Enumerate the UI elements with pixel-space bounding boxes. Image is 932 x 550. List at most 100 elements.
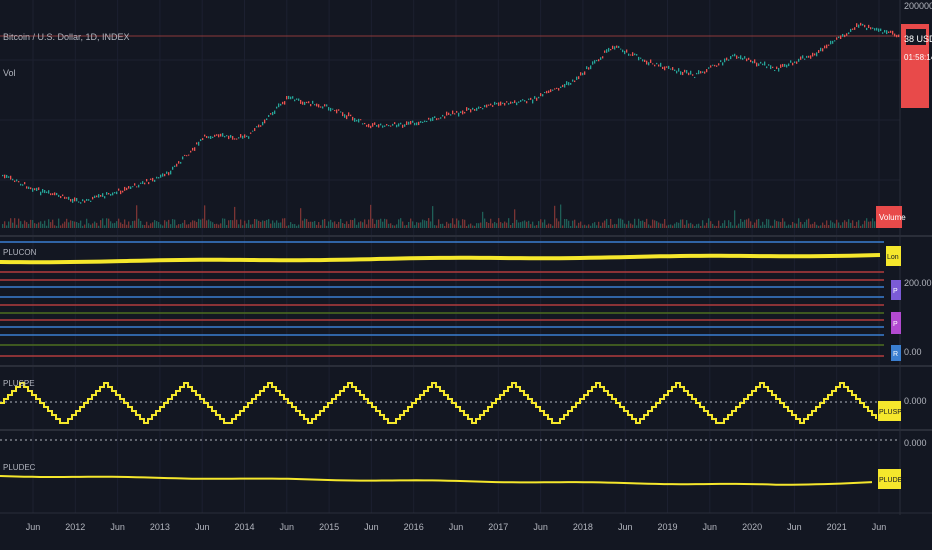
volume-bar (522, 221, 524, 228)
volume-bar (360, 221, 362, 228)
candle (332, 108, 334, 110)
volume-bar (538, 221, 540, 228)
candle (746, 58, 748, 62)
volume-bar (830, 220, 832, 228)
volume-bar (732, 225, 734, 228)
candle (60, 196, 62, 199)
volume-bar (448, 223, 450, 228)
volume-bar (800, 221, 802, 228)
candle (350, 114, 352, 117)
plucon-pane[interactable]: PLUCON Lon P P R 200.00 0.00 (0, 241, 932, 361)
candle (600, 57, 602, 60)
volume-bar (656, 221, 658, 228)
volume-bar (428, 218, 430, 228)
volume-bar (796, 223, 798, 228)
volume-bar (288, 225, 290, 228)
candle (710, 65, 712, 68)
plucon-r-badge-label: R (893, 351, 898, 358)
candle (744, 56, 746, 59)
candle (278, 103, 280, 108)
candle (320, 106, 322, 108)
candle (206, 135, 208, 139)
pluspe-badge-label: PLUSPE (879, 409, 907, 416)
pluspe-label[interactable]: PLUSPE (3, 379, 35, 388)
volume-bar (758, 218, 760, 228)
volume-bar (392, 225, 394, 228)
volume-bar (436, 225, 438, 228)
vol-label[interactable]: Vol (3, 68, 16, 78)
empty-pane[interactable]: 0.000 (0, 438, 927, 448)
pludec-label[interactable]: PLUDEC (3, 463, 36, 472)
volume-bar (606, 218, 608, 228)
volume-bar (840, 225, 842, 228)
time-axis[interactable]: Jun 2012 Jun 2013 Jun 2014 Jun 2015 Jun 2016 Jun 20… (26, 522, 887, 532)
time-axis-label: Jun (533, 522, 548, 532)
price-pane[interactable]: Bitcoin / U.S. Dollar, 1D, INDEX Vol (0, 22, 900, 228)
volume-bar (380, 218, 382, 228)
volume-bar (628, 220, 630, 228)
candle (666, 66, 668, 68)
symbol-title[interactable]: Bitcoin / U.S. Dollar, 1D, INDEX (3, 32, 130, 42)
candle (658, 64, 660, 67)
candle (704, 71, 706, 74)
candle (702, 71, 704, 73)
volume-bar (624, 223, 626, 228)
volume-bar (762, 221, 764, 228)
volume-bar (42, 223, 44, 228)
candle (220, 133, 222, 137)
candle (856, 23, 858, 27)
candle (800, 56, 802, 60)
candle (212, 136, 214, 139)
volume-bar (332, 222, 334, 228)
pluspe-pane[interactable]: PLUSPE PLUSPE 0.000 (0, 379, 927, 424)
candle (612, 45, 614, 50)
candle (482, 108, 484, 110)
candle (550, 89, 552, 93)
volume-bar (422, 219, 424, 228)
candle (68, 196, 70, 200)
volume-bar (106, 218, 108, 228)
volume-bar (718, 220, 720, 228)
candle (486, 104, 488, 108)
volume-bar (186, 224, 188, 228)
candle (196, 142, 198, 145)
candle (380, 123, 382, 126)
candle (454, 113, 456, 115)
volume-bar (150, 223, 152, 228)
candle (798, 58, 800, 62)
volume-bar (182, 222, 184, 228)
candle (742, 57, 744, 60)
candle (830, 40, 832, 45)
volume-bar (192, 220, 194, 228)
candle (532, 99, 534, 104)
volume-bar (220, 223, 222, 228)
volume-bar (318, 222, 320, 228)
volume-bars (2, 204, 900, 228)
volume-bar (194, 220, 196, 228)
volume-bar (484, 218, 486, 228)
pludec-badge (878, 469, 901, 489)
pludec-pane[interactable]: PLUDEC PLUDEC (0, 463, 907, 489)
volume-bar (124, 219, 126, 228)
volume-bar (496, 223, 498, 228)
volume-bar (4, 221, 6, 228)
volume-bar (62, 223, 64, 228)
candle (2, 174, 4, 177)
candle (302, 101, 304, 105)
candle (628, 53, 630, 56)
candle (586, 66, 588, 70)
candle (348, 112, 350, 117)
candle (504, 102, 506, 106)
candle (8, 176, 10, 178)
candle (118, 188, 120, 191)
volume-bar (32, 220, 34, 228)
volume-bar (116, 221, 118, 228)
volume-bar (674, 223, 676, 228)
volume-bar (588, 224, 590, 228)
volume-bar (750, 221, 752, 228)
volume-bar (442, 223, 444, 228)
candle (64, 196, 66, 199)
candle (634, 53, 636, 56)
plucon-label[interactable]: PLUCON (3, 248, 37, 257)
